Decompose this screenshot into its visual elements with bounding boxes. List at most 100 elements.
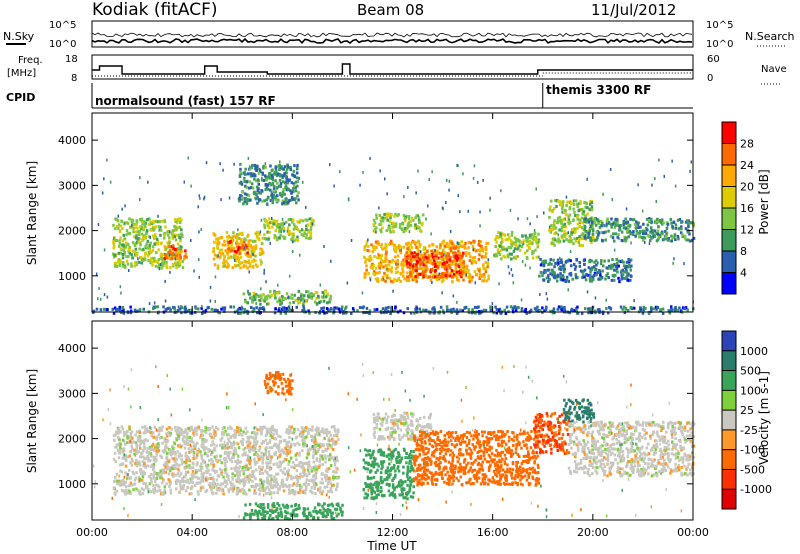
range-time-cell	[228, 256, 231, 260]
range-time-cell	[128, 231, 132, 235]
range-time-cell	[279, 311, 283, 315]
range-time-cell	[655, 220, 658, 224]
range-time-cell	[296, 464, 299, 468]
range-time-cell	[484, 252, 488, 256]
range-time-cell	[454, 256, 457, 260]
range-time-cell	[295, 435, 298, 439]
range-time-cell	[291, 218, 295, 222]
range-time-cell	[423, 245, 426, 249]
range-time-cell	[611, 264, 615, 268]
range-time-cell	[178, 262, 182, 266]
range-time-cell	[446, 270, 449, 274]
range-time-cell	[504, 238, 508, 242]
range-time-cell	[209, 299, 212, 303]
range-time-cell	[515, 244, 518, 248]
range-time-cell	[365, 264, 368, 268]
range-time-cell	[455, 245, 459, 249]
range-time-cell	[302, 234, 305, 238]
range-time-cell	[226, 235, 229, 239]
range-time-cell	[184, 307, 187, 311]
range-time-cell	[549, 309, 552, 313]
range-time-cell	[556, 221, 559, 225]
range-time-cell	[518, 240, 522, 244]
range-time-cell	[373, 221, 377, 225]
range-time-cell	[510, 252, 513, 256]
range-time-cell	[275, 186, 279, 190]
range-time-cell	[250, 296, 254, 300]
range-time-cell	[573, 210, 576, 214]
range-time-cell	[578, 225, 582, 228]
range-time-cell	[409, 254, 412, 258]
range-time-cell	[635, 224, 638, 228]
range-time-cell	[272, 491, 276, 495]
range-time-cell	[95, 272, 98, 276]
range-time-cell	[296, 176, 299, 180]
range-time-cell	[199, 196, 201, 200]
range-time-cell	[543, 211, 545, 215]
range-time-cell	[374, 266, 378, 270]
range-time-cell	[174, 218, 177, 222]
range-time-cell	[256, 189, 260, 193]
range-time-cell	[118, 479, 121, 483]
range-time-cell	[614, 232, 618, 236]
range-time-cell	[130, 262, 133, 266]
range-time-cell	[431, 242, 434, 246]
range-time-cell	[393, 309, 397, 312]
range-time-cell	[556, 258, 560, 262]
range-time-cell	[424, 309, 427, 313]
range-time-cell	[446, 241, 449, 245]
range-time-cell	[260, 456, 264, 460]
range-time-cell	[146, 439, 149, 443]
range-time-cell	[321, 449, 324, 453]
range-time-cell	[190, 448, 193, 452]
range-time-cell	[336, 428, 340, 432]
range-time-cell	[379, 228, 382, 232]
range-time-cell	[278, 454, 281, 458]
range-time-cell	[259, 425, 262, 429]
range-time-cell	[400, 260, 404, 264]
range-time-cell	[163, 485, 166, 489]
range-time-cell	[129, 432, 132, 435]
range-time-cell	[593, 309, 597, 313]
range-time-cell	[676, 218, 680, 222]
range-time-cell	[314, 464, 317, 468]
range-time-cell	[397, 276, 401, 280]
range-time-cell	[275, 219, 279, 223]
range-time-cell	[260, 189, 263, 192]
range-time-cell	[138, 241, 142, 245]
range-tick-label: 2000	[58, 225, 86, 238]
range-time-cell	[150, 250, 153, 254]
range-time-cell	[372, 270, 376, 274]
range-time-cell	[575, 307, 578, 311]
range-time-cell	[392, 221, 395, 225]
range-time-cell	[571, 277, 574, 281]
range-time-cell	[214, 426, 218, 429]
range-time-cell	[229, 305, 232, 309]
range-time-cell	[259, 478, 262, 482]
range-time-cell	[114, 433, 117, 437]
range-time-cell	[406, 275, 409, 279]
range-time-cell	[318, 433, 322, 437]
range-time-cell	[303, 299, 306, 303]
range-time-cell	[244, 260, 247, 264]
range-time-cell	[103, 248, 106, 252]
range-time-cell	[521, 234, 524, 238]
range-time-cell	[288, 483, 291, 487]
range-time-cell	[441, 206, 444, 210]
range-time-cell	[223, 264, 226, 268]
range-time-cell	[267, 217, 271, 221]
range-time-cell	[375, 230, 377, 234]
range-time-cell	[568, 207, 571, 211]
range-time-cell	[405, 253, 408, 257]
range-time-cell	[175, 227, 178, 231]
range-time-cell	[278, 460, 281, 464]
range-time-cell	[324, 478, 328, 482]
range-time-cell	[576, 236, 579, 240]
range-time-cell	[173, 307, 177, 311]
range-time-cell	[199, 436, 202, 440]
range-time-cell	[604, 238, 607, 242]
range-time-cell	[307, 230, 310, 234]
range-time-cell	[177, 469, 181, 473]
range-time-cell	[289, 165, 292, 169]
range-time-cell	[335, 488, 338, 492]
